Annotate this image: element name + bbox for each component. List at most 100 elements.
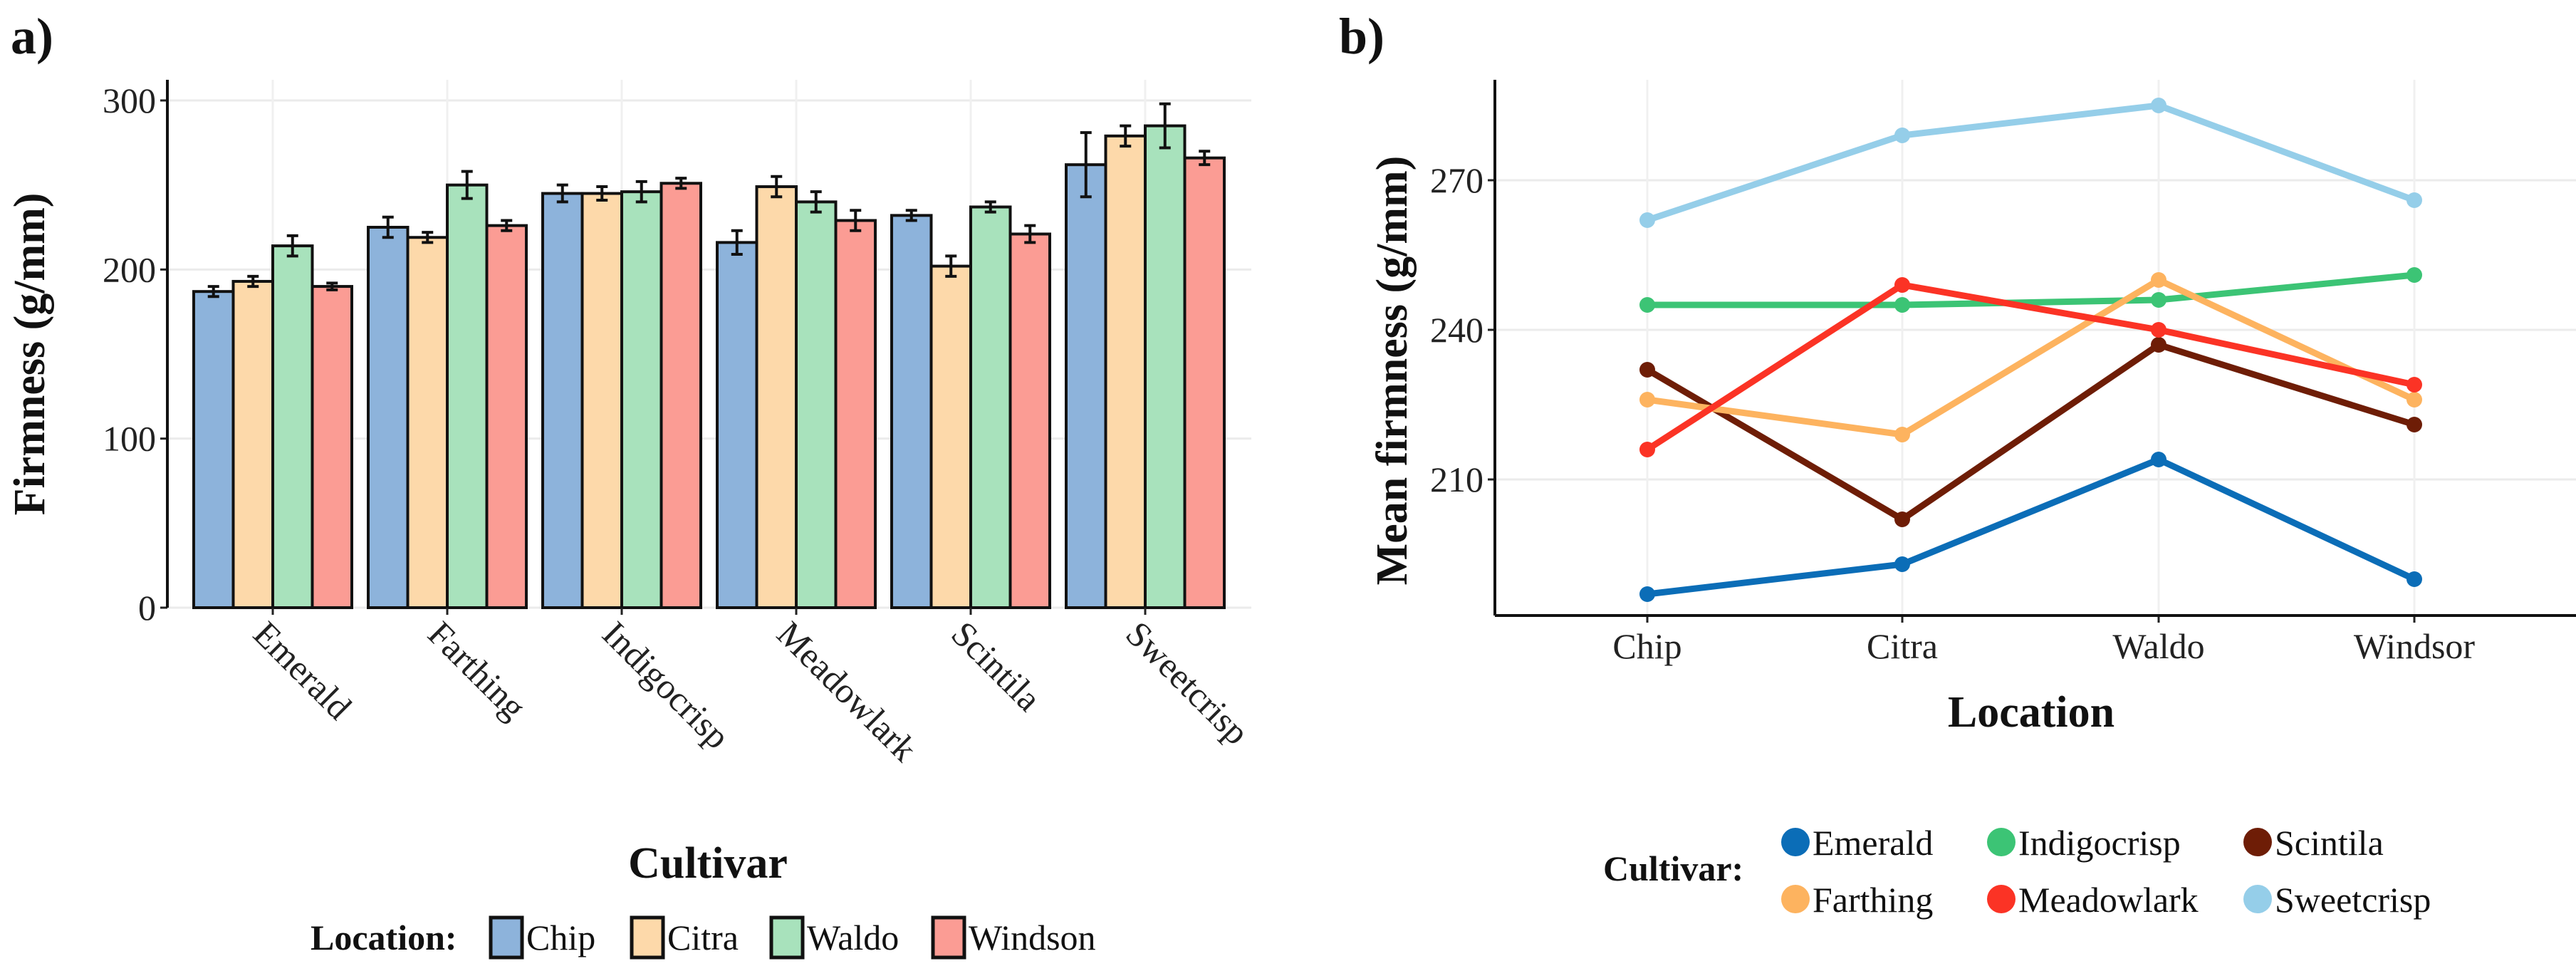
- x-tick-label: Scintila: [944, 613, 1049, 719]
- point-emerald: [2406, 571, 2422, 587]
- legend-dot-farthing: [1781, 885, 1810, 913]
- bar-indigocrisp-windson: [659, 182, 702, 609]
- y-tick-label: 200: [103, 249, 156, 289]
- y-tick-label: 270: [1430, 160, 1483, 200]
- point-farthing: [1894, 427, 1910, 442]
- panel-a-bar-chart: a) Firmness (g/mm) Cultivar Location: 0 1…: [6, 8, 1257, 960]
- line-sweetcrisp: [1646, 102, 2416, 224]
- panel-a-label: a): [11, 8, 53, 65]
- legend-label-farthing: Farthing: [1813, 880, 1933, 920]
- point-sweetcrisp: [1639, 212, 1655, 228]
- y-tick-label: 240: [1430, 310, 1483, 350]
- point-scintila: [1639, 362, 1655, 378]
- point-scintila: [2151, 337, 2166, 353]
- y-tick-label: 300: [103, 81, 156, 120]
- bar-sweetcrisp-waldo: [1144, 124, 1187, 610]
- legend-label-emerald: Emerald: [1813, 823, 1933, 863]
- bar-farthing-chip: [367, 226, 410, 609]
- legend-label-chip: Chip: [526, 918, 595, 957]
- legend-label-sweetcrisp: Sweetcrisp: [2275, 880, 2431, 920]
- x-tick-label: Waldo: [2112, 626, 2204, 666]
- legend-dot-indigocrisp: [1987, 828, 2016, 856]
- legend-label-windson: Windson: [969, 918, 1096, 957]
- bar-meadowlark-windson: [834, 219, 877, 609]
- x-tick-label: Sweetcrisp: [1118, 613, 1257, 752]
- point-emerald: [1639, 586, 1655, 602]
- point-indigocrisp: [1894, 297, 1910, 313]
- bar-indigocrisp-chip: [541, 192, 584, 609]
- legend-swatch-citra: [630, 915, 665, 960]
- x-tick-label: Chip: [1612, 626, 1681, 666]
- point-indigocrisp: [2151, 292, 2166, 308]
- x-tick-label: Emerald: [246, 613, 359, 727]
- line-x-axis-title: Location: [1948, 688, 2114, 737]
- legend-label-meadowlark: Meadowlark: [2018, 880, 2199, 920]
- point-scintila: [2406, 417, 2422, 432]
- bar-emerald-windson: [311, 285, 353, 609]
- legend-dot-meadowlark: [1987, 885, 2016, 913]
- legend-label-scintila: Scintila: [2275, 823, 2384, 863]
- point-farthing: [2151, 272, 2166, 288]
- bar-meadowlark-citra: [755, 185, 798, 610]
- bar-scintila-windson: [1008, 232, 1051, 609]
- legend-dot-emerald: [1781, 828, 1810, 856]
- point-indigocrisp: [2406, 267, 2422, 283]
- bar-emerald-citra: [231, 279, 274, 609]
- bar-sweetcrisp-windson: [1183, 156, 1226, 609]
- bar-x-axis-title: Cultivar: [628, 839, 788, 888]
- x-tick-label: Windsor: [2354, 626, 2476, 666]
- legend-swatch-chip: [489, 915, 524, 960]
- point-indigocrisp: [1639, 297, 1655, 313]
- legend-label-waldo: Waldo: [807, 918, 899, 957]
- bar-indigocrisp-waldo: [620, 190, 663, 610]
- point-emerald: [2151, 452, 2166, 467]
- line-y-axis-title: Mean firmness (g/mm): [1368, 156, 1417, 586]
- bar-scintila-chip: [890, 214, 933, 609]
- bar-meadowlark-chip: [716, 241, 758, 609]
- bar-scintila-citra: [929, 264, 972, 609]
- line-indigocrisp: [1647, 271, 2415, 308]
- bar-legend-title: Location:: [311, 918, 457, 957]
- point-meadowlark: [1639, 442, 1655, 457]
- legend-label-citra: Citra: [667, 918, 739, 957]
- bar-farthing-citra: [406, 236, 449, 609]
- line-farthing: [1647, 276, 2416, 438]
- bar-farthing-windson: [485, 224, 528, 610]
- point-meadowlark: [1894, 277, 1910, 293]
- x-tick-label: Meadowlark: [769, 613, 924, 769]
- point-sweetcrisp: [1894, 128, 1910, 143]
- y-tick-label: 210: [1430, 459, 1483, 499]
- x-tick-label: Citra: [1867, 626, 1938, 666]
- legend-dot-scintila: [2243, 828, 2272, 856]
- bar-emerald-waldo: [271, 244, 314, 609]
- bar-scintila-waldo: [969, 205, 1012, 609]
- point-farthing: [1639, 392, 1655, 407]
- point-meadowlark: [2151, 322, 2166, 338]
- legend-swatch-waldo: [769, 915, 805, 960]
- panel-b-line-chart: b) Mean firmness (g/mm) Location Cultiva…: [1339, 8, 2576, 920]
- legend-swatch-windson: [931, 915, 966, 960]
- bar-farthing-waldo: [446, 183, 489, 609]
- point-sweetcrisp: [2406, 192, 2422, 208]
- bar-sweetcrisp-chip: [1065, 163, 1107, 610]
- line-legend-title: Cultivar:: [1603, 848, 1743, 888]
- bar-indigocrisp-citra: [580, 192, 623, 609]
- bar-y-axis-title: Firmness (g/mm): [6, 193, 54, 516]
- bar-sweetcrisp-citra: [1104, 134, 1147, 609]
- legend-label-indigocrisp: Indigocrisp: [2018, 823, 2181, 863]
- line-scintila: [1645, 341, 2416, 524]
- y-tick-label: 100: [103, 419, 156, 459]
- point-scintila: [1894, 512, 1910, 527]
- line-meadowlark: [1645, 281, 2415, 452]
- line-emerald: [1647, 456, 2416, 598]
- point-meadowlark: [2406, 377, 2422, 393]
- y-tick-label: 0: [138, 588, 156, 628]
- legend-dot-sweetcrisp: [2243, 885, 2272, 913]
- bar-emerald-chip: [192, 290, 235, 609]
- x-tick-label: Farthing: [420, 613, 533, 727]
- panel-b-label: b): [1339, 8, 1385, 65]
- point-sweetcrisp: [2151, 98, 2166, 113]
- point-emerald: [1894, 556, 1910, 572]
- x-tick-label: Indigocrisp: [595, 613, 738, 757]
